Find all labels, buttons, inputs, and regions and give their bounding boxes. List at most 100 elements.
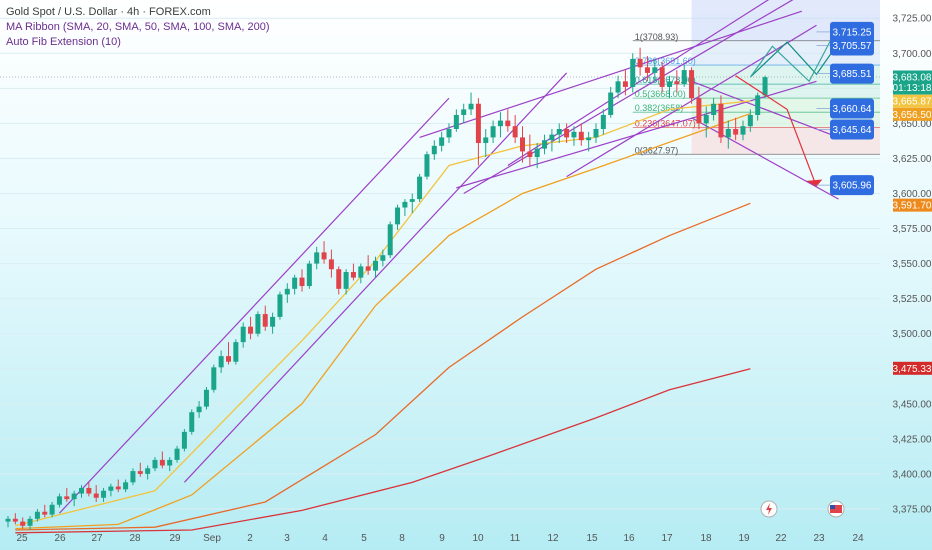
candle: [328, 249, 334, 278]
candle-body: [644, 67, 650, 73]
candle: [365, 255, 371, 275]
candle-body: [747, 114, 753, 127]
chart-legend: Gold Spot / U.S. Dollar · 4h · FOREX.com…: [6, 5, 270, 50]
channel-main-lower: [183, 72, 568, 483]
candle-body: [453, 114, 459, 129]
fib-extension-indicator[interactable]: Auto Fib Extension (10): [6, 36, 121, 48]
candle-body: [145, 468, 151, 474]
candle-body: [534, 148, 540, 158]
candle: [167, 457, 173, 472]
candle-body: [167, 459, 173, 466]
candle: [475, 98, 481, 166]
candle-body: [762, 77, 768, 96]
candle: [630, 53, 636, 93]
target-badge: [830, 175, 874, 196]
candle: [497, 112, 503, 138]
candle-body: [659, 67, 665, 87]
candle: [218, 350, 224, 373]
candle: [512, 114, 518, 144]
fib-label: 0.618(3678.00): [635, 75, 696, 85]
candle: [431, 140, 437, 160]
candles: [5, 47, 768, 530]
axis-price-badge: [893, 107, 932, 121]
candle-body: [578, 131, 584, 141]
candle: [402, 199, 408, 216]
candle-body: [270, 316, 276, 327]
candle: [571, 126, 577, 146]
time-tick-label: 24: [852, 533, 864, 544]
axis-price-label: 3,683.08: [893, 73, 932, 84]
candle-body: [593, 128, 599, 138]
candle-body: [497, 120, 503, 127]
candle: [350, 263, 356, 281]
time-tick-label: 17: [661, 533, 673, 544]
price-tick-label: 3,425.00: [893, 434, 932, 445]
candle-body: [123, 482, 129, 490]
ma-ribbon-indicator[interactable]: MA Ribbon (SMA, 20, SMA, 50, SMA, 100, S…: [6, 21, 270, 33]
channel-down-upper: [691, 80, 839, 138]
candle-body: [226, 356, 231, 362]
target-badge-label: 3,685.51: [833, 69, 872, 80]
candle: [20, 517, 26, 529]
fib-label: 0.382(3658): [635, 103, 684, 113]
candle-body: [262, 314, 268, 327]
candle-body: [461, 109, 467, 115]
candle-body: [42, 511, 48, 515]
candle-body: [240, 326, 246, 343]
candle: [56, 493, 62, 508]
candle: [321, 241, 327, 264]
candle: [34, 508, 40, 522]
axis-price-badge: [893, 70, 932, 95]
target-badge-label: 3,705.57: [833, 41, 872, 52]
candle-body: [475, 103, 481, 144]
candle: [159, 451, 165, 469]
candle-body: [608, 92, 614, 115]
candle: [667, 75, 672, 99]
price-axis: 3,725.003,700.003,675.003,650.003,625.00…: [893, 14, 932, 515]
candle: [520, 126, 525, 163]
time-tick-label: Sep: [203, 533, 221, 544]
candle-body: [755, 95, 761, 115]
target-badge: [830, 63, 874, 84]
event-markers: [760, 500, 845, 518]
target-badge: [830, 35, 874, 56]
candle: [637, 47, 643, 76]
flag-canton-icon: [830, 505, 835, 509]
candle: [659, 61, 665, 93]
candle-body: [681, 70, 687, 85]
candle-body: [255, 314, 261, 334]
candle-body: [689, 70, 695, 99]
candle: [27, 515, 33, 530]
candle: [600, 109, 606, 135]
candle: [86, 482, 92, 497]
candle: [380, 249, 386, 267]
candle-body: [336, 269, 342, 289]
candle-body: [284, 288, 290, 295]
candle-body: [350, 272, 356, 278]
candle: [615, 75, 621, 99]
candle: [424, 151, 430, 180]
fib-label: 0.236(3647.07): [635, 118, 696, 128]
candle: [12, 513, 18, 525]
candle: [181, 429, 187, 452]
forecast-bull-alt: [749, 38, 832, 83]
channel-down-lower: [691, 117, 839, 200]
candle-body: [387, 224, 393, 256]
candle: [733, 117, 739, 141]
channel-main-upper: [59, 97, 450, 514]
target-badge: [830, 119, 874, 140]
symbol-title[interactable]: Gold Spot / U.S. Dollar · 4h · FOREX.com: [6, 6, 211, 18]
candle-body: [380, 255, 386, 261]
price-tick-label: 3,500.00: [893, 329, 932, 340]
axis-price-badge: [893, 361, 932, 375]
candle: [71, 490, 77, 507]
candle: [203, 386, 209, 410]
candle-body: [130, 471, 136, 483]
target-badge-label: 3,660.64: [833, 104, 872, 115]
candle-body: [203, 389, 209, 407]
candle: [689, 67, 695, 104]
candle: [5, 515, 11, 528]
channel-mid-upper: [419, 10, 802, 138]
